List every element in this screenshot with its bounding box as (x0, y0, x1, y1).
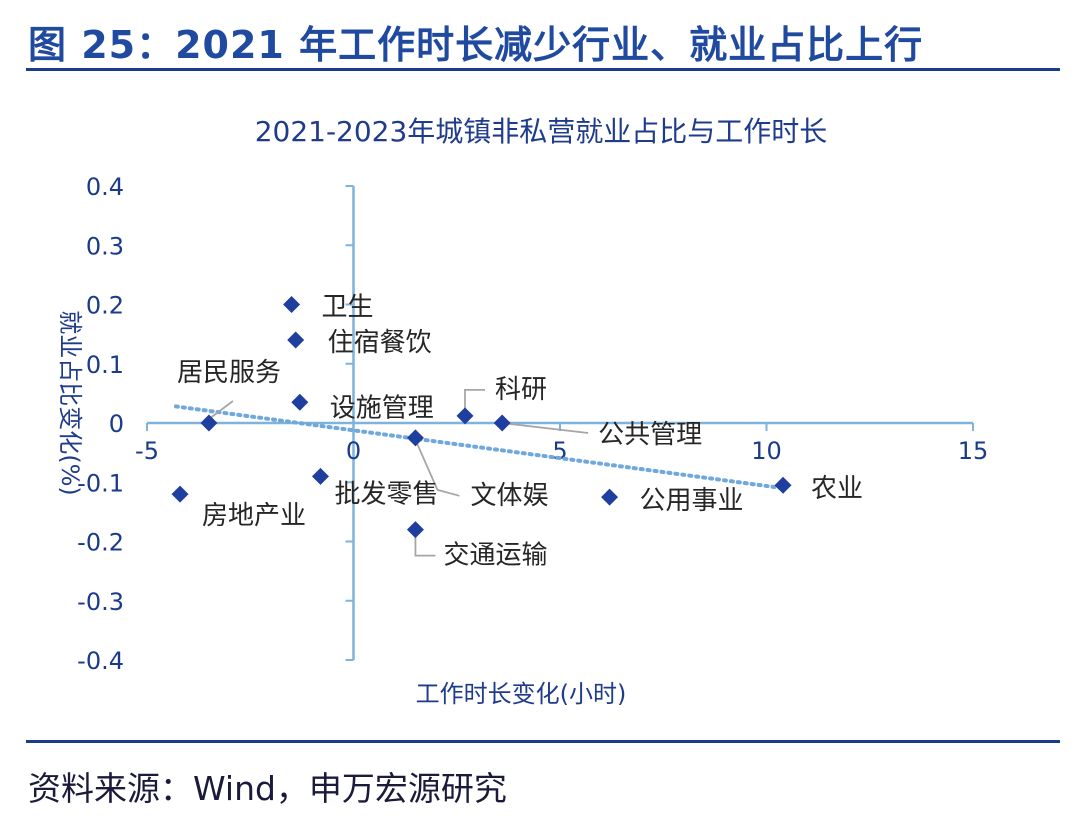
data-point-label: 农业 (811, 474, 863, 504)
data-point-marker (283, 296, 301, 313)
data-point-label: 交通运输 (443, 541, 547, 571)
y-tick-label: -0.2 (77, 529, 124, 557)
y-axis-title: 就业占比变化(%) (56, 310, 84, 496)
header-divider (26, 68, 1060, 71)
footer-divider (26, 740, 1060, 743)
leader-line (502, 422, 589, 434)
leader-line (414, 533, 436, 557)
data-point-marker (200, 414, 218, 432)
data-point-label: 设施管理 (330, 393, 434, 423)
data-point-marker (287, 331, 305, 349)
chart-title: 2021-2023年城镇非私营就业占比与工作时长 (255, 115, 828, 148)
data-point-label: 文体娱 (470, 481, 548, 511)
data-point-label: 住宿餐饮 (328, 328, 432, 358)
data-point-label: 公用事业 (640, 486, 744, 516)
scatter-chart: 2021-2023年城镇非私营就业占比与工作时长 -5 0 5 10 150.40.30… (56, 115, 988, 708)
y-tick-label: 0.3 (86, 232, 124, 260)
data-point-marker (456, 407, 474, 425)
data-point-marker (774, 476, 792, 494)
data-point-marker (406, 521, 424, 539)
y-tick-label: 0.1 (86, 351, 124, 379)
x-tick-label: 0 (346, 437, 361, 465)
data-point-marker (601, 488, 619, 506)
y-tick-label: -0.1 (77, 469, 124, 497)
y-tick-label: 0.4 (86, 173, 124, 201)
data-point-marker (493, 414, 511, 432)
x-tick-label: 15 (958, 437, 989, 465)
data-point-label: 卫生 (322, 293, 374, 323)
data-point-marker (406, 429, 424, 447)
trendline (173, 404, 786, 491)
data-points (171, 296, 792, 539)
trendline-group (173, 404, 786, 491)
figure-title: 图 25：2021 年工作时长减少行业、就业占比上行 (28, 23, 924, 67)
data-point-label: 批发零售 (334, 479, 438, 509)
data-point-label: 科研 (495, 375, 547, 405)
data-point-label: 房地产业 (202, 501, 306, 531)
y-tick-label: 0 (109, 410, 124, 438)
x-axis-title: 工作时长变化(小时) (416, 680, 627, 708)
chart-axes: -5 0 5 10 150.40.30.20.10-0.1-0.2-0.3-0.4 (77, 173, 988, 675)
data-point-marker (171, 485, 189, 503)
y-tick-label: -0.4 (77, 647, 124, 675)
source-note: 资料来源：Wind，申万宏源研究 (28, 769, 507, 808)
data-point-marker (291, 393, 309, 411)
leader-line (414, 439, 460, 497)
data-point-label: 公共管理 (598, 420, 702, 450)
x-tick-label: 10 (751, 437, 782, 465)
y-tick-label: -0.3 (77, 588, 124, 616)
data-point-marker (311, 467, 329, 485)
leader-line (464, 388, 486, 414)
y-tick-label: 0.2 (86, 292, 124, 320)
data-point-label: 居民服务 (177, 358, 281, 388)
x-tick-label: -5 (135, 437, 159, 465)
leader-lines (208, 388, 589, 557)
leader-line (208, 400, 234, 420)
